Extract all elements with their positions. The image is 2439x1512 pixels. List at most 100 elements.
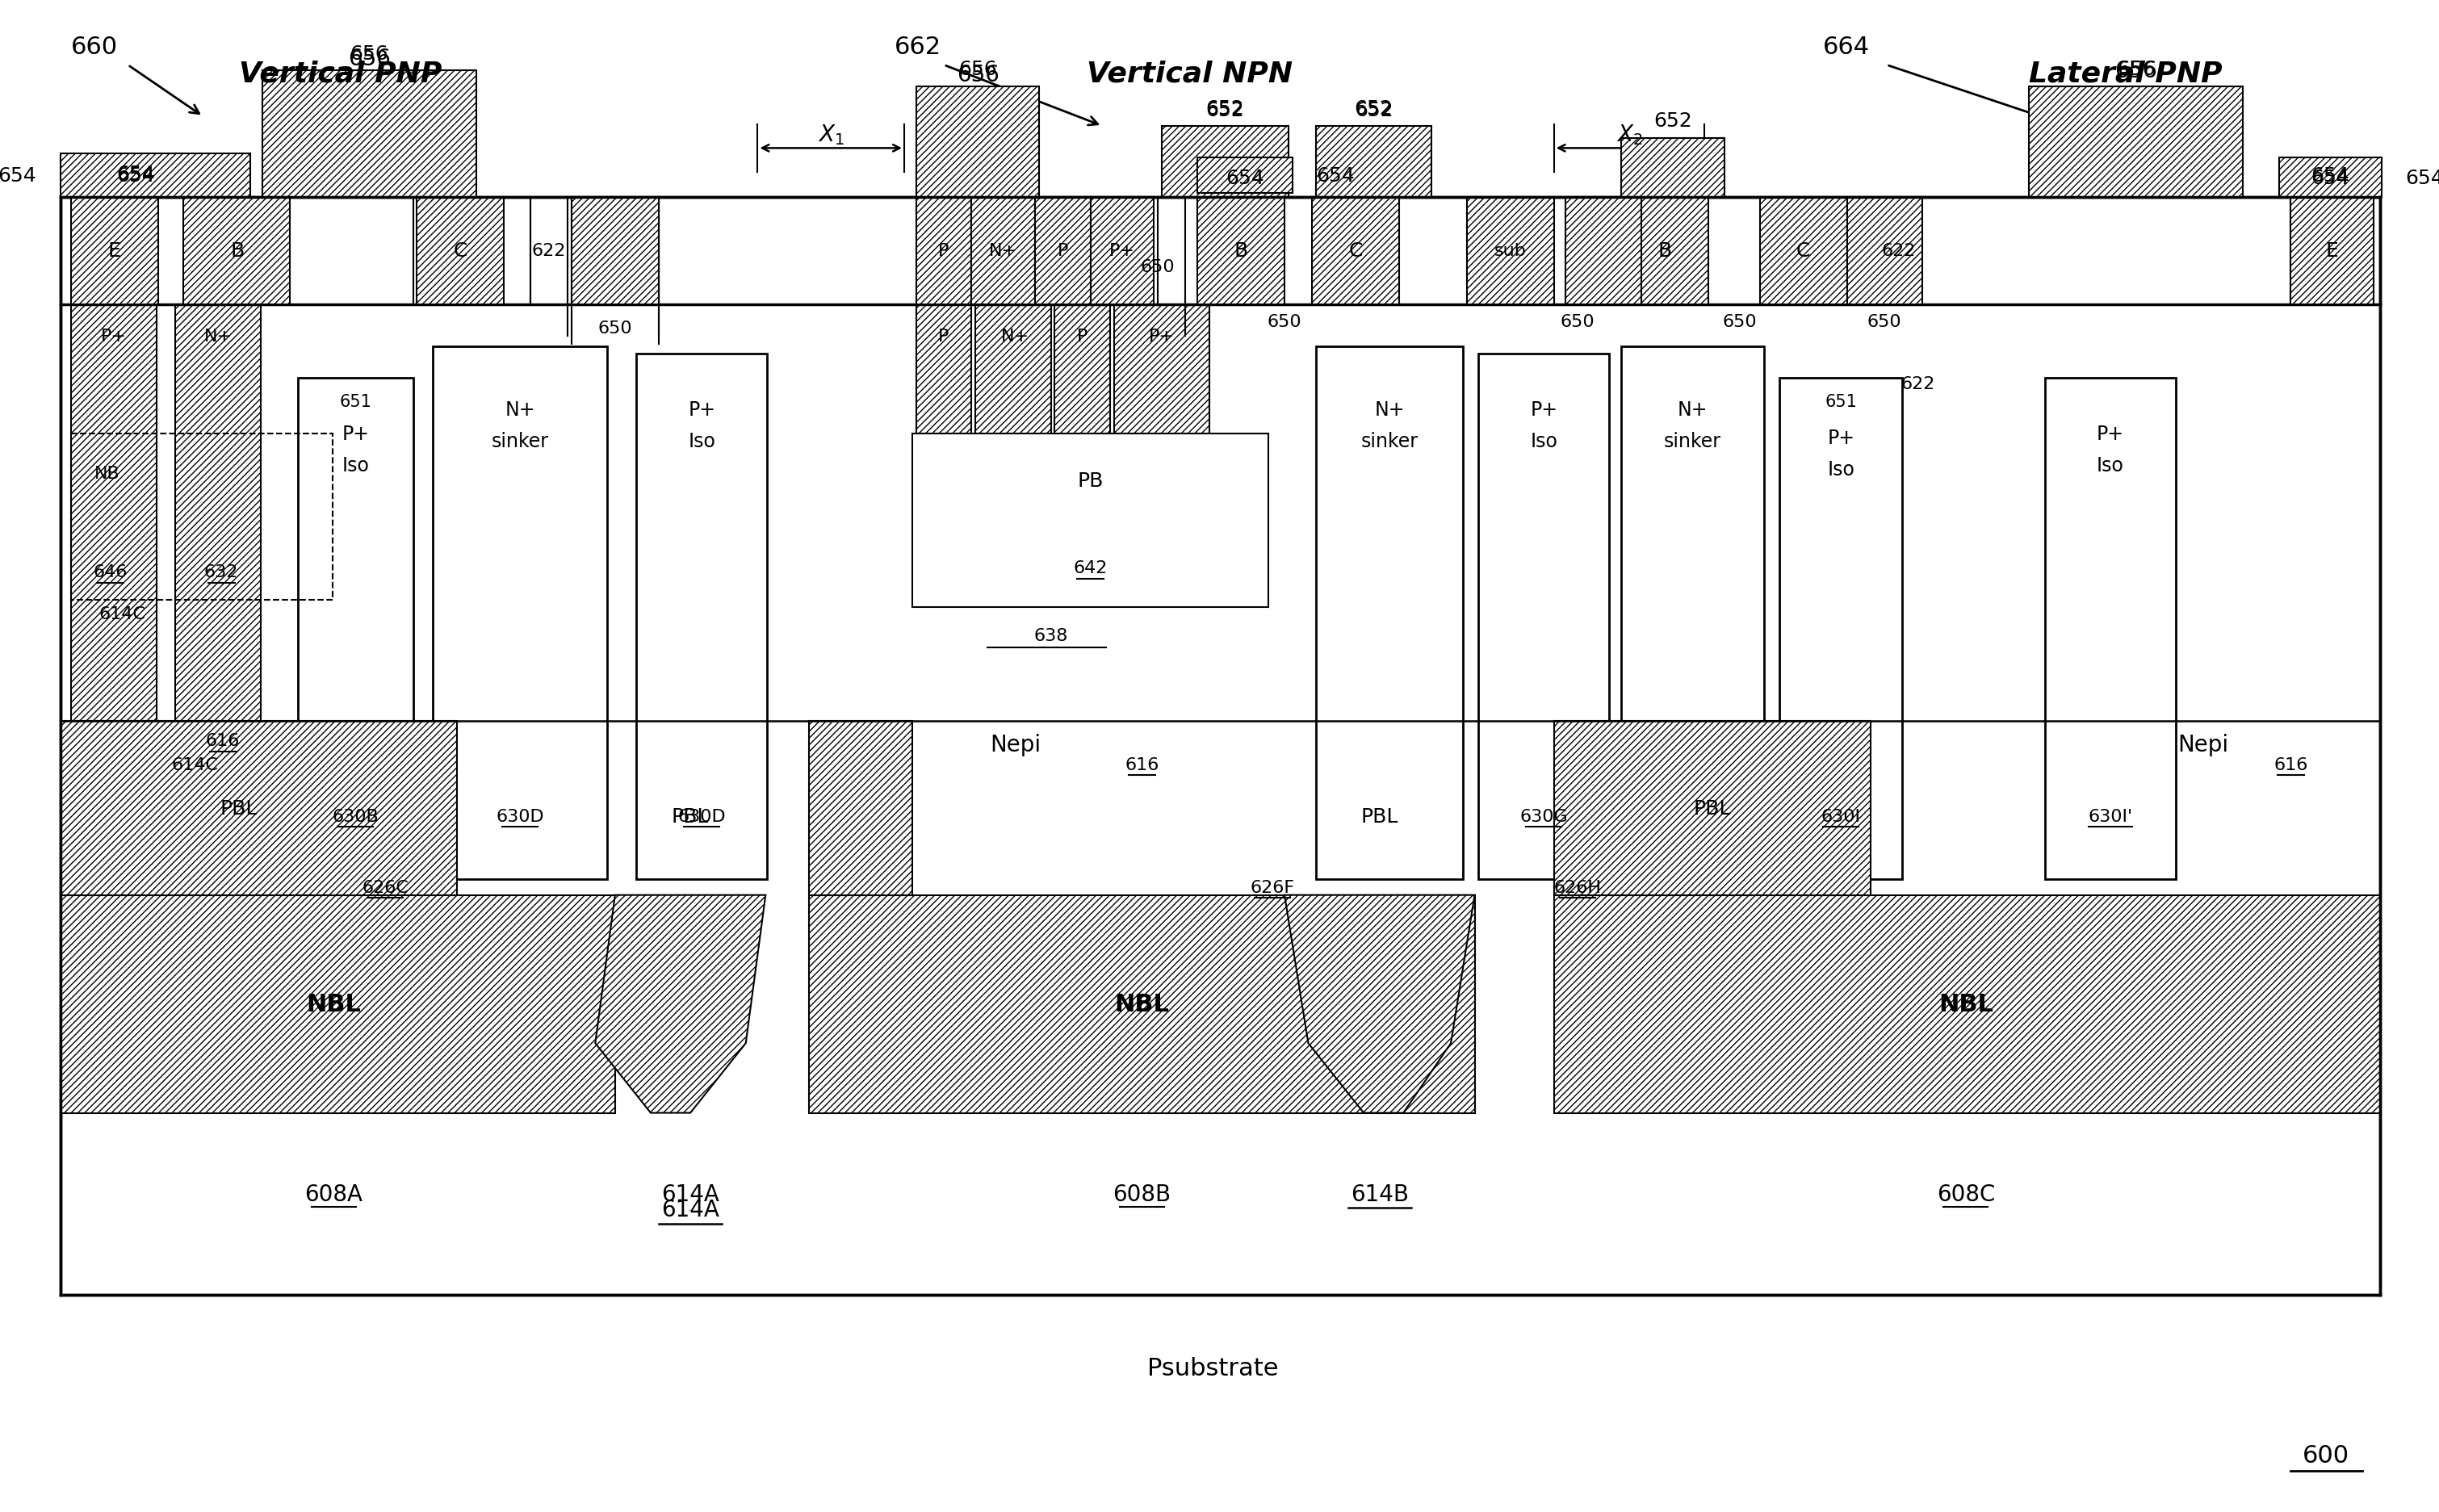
Bar [1317, 346, 1463, 880]
Bar [71, 305, 156, 721]
Text: C: C [1798, 242, 1810, 262]
Text: P+: P+ [1827, 428, 1854, 448]
Bar [1478, 355, 1610, 880]
Text: 616: 616 [2273, 756, 2307, 773]
Text: Iso: Iso [1827, 460, 1854, 479]
Text: 650: 650 [1722, 314, 1756, 330]
Text: P+: P+ [2098, 423, 2124, 443]
Bar [61, 895, 615, 1113]
Text: Iso: Iso [688, 432, 715, 452]
Text: 651: 651 [339, 395, 371, 410]
Text: Iso: Iso [1529, 432, 1559, 452]
Text: B: B [1659, 242, 1671, 262]
Text: 626C: 626C [361, 880, 410, 895]
Bar [1115, 305, 1210, 434]
Bar [1622, 139, 1724, 198]
Text: 650: 650 [598, 321, 632, 337]
Polygon shape [1285, 895, 1476, 1113]
Text: 656: 656 [956, 64, 1000, 86]
Text: 656: 656 [349, 48, 390, 71]
Text: 654: 654 [117, 166, 156, 186]
Text: N+: N+ [505, 401, 534, 420]
Text: $X_1$: $X_1$ [817, 122, 844, 147]
Text: 622: 622 [1880, 243, 1915, 260]
Text: P: P [1056, 243, 1068, 260]
Text: 656: 656 [2117, 60, 2156, 79]
Bar [637, 355, 768, 880]
Text: 614C: 614C [98, 606, 146, 623]
Bar [917, 88, 1039, 198]
Bar [1622, 346, 1763, 880]
Text: 654: 654 [0, 166, 37, 186]
Text: 656: 656 [2115, 60, 2159, 83]
Polygon shape [595, 895, 766, 1113]
Text: B: B [229, 242, 244, 262]
Bar [1846, 198, 1922, 305]
Bar [571, 198, 659, 305]
Text: PB: PB [1078, 472, 1102, 491]
Text: 662: 662 [895, 36, 941, 59]
Text: sinker: sinker [1663, 432, 1722, 452]
Text: 652: 652 [1205, 101, 1244, 121]
Text: P+: P+ [688, 401, 715, 420]
Text: 652: 652 [1205, 100, 1244, 119]
Text: sub: sub [1495, 243, 1527, 260]
Bar [61, 198, 2380, 1296]
Text: NBL: NBL [1115, 992, 1168, 1016]
Bar [417, 198, 505, 305]
Text: C: C [454, 242, 468, 262]
Text: 622: 622 [532, 243, 566, 260]
Text: 650: 650 [1141, 259, 1176, 275]
Text: PBL: PBL [220, 798, 259, 818]
Bar [2278, 159, 2383, 198]
Text: 614A: 614A [661, 1199, 720, 1222]
Bar [917, 305, 971, 434]
Text: 616: 616 [205, 733, 239, 748]
Bar [1466, 198, 1554, 305]
Text: C: C [1349, 242, 1363, 262]
Text: 664: 664 [1824, 36, 1871, 59]
Text: P: P [939, 243, 949, 260]
Text: Vertical PNP: Vertical PNP [239, 60, 441, 88]
Text: 656: 656 [351, 44, 388, 64]
Bar [810, 721, 912, 895]
Text: Iso: Iso [2098, 455, 2124, 475]
Text: 654: 654 [117, 165, 156, 184]
Text: 651: 651 [1824, 395, 1856, 410]
Text: E: E [107, 242, 122, 262]
Text: Nepi: Nepi [990, 733, 1041, 756]
Bar [2290, 198, 2373, 305]
Text: N+: N+ [1000, 328, 1029, 345]
Text: 630G: 630G [1519, 807, 1568, 824]
Bar [1198, 159, 1293, 194]
Text: Nepi: Nepi [2178, 733, 2229, 756]
Text: 626F: 626F [1251, 880, 1295, 895]
Text: P: P [939, 328, 949, 345]
Text: Lateral PNP: Lateral PNP [2029, 60, 2222, 88]
Text: 600: 600 [2302, 1444, 2349, 1467]
Text: 646: 646 [93, 564, 127, 581]
Text: 652: 652 [1654, 112, 1693, 130]
Text: Vertical NPN: Vertical NPN [1085, 60, 1293, 88]
Text: 638: 638 [1034, 627, 1068, 644]
Bar [1198, 198, 1285, 305]
Text: P: P [1078, 328, 1088, 345]
Bar [1554, 895, 2380, 1113]
Text: 652: 652 [1354, 100, 1393, 119]
Text: 660: 660 [71, 36, 117, 59]
Text: Iso: Iso [341, 455, 368, 475]
Bar [912, 434, 1268, 608]
Bar [1566, 198, 1641, 305]
Text: P+: P+ [1529, 401, 1559, 420]
Text: 626H: 626H [1554, 880, 1602, 895]
Text: NBL: NBL [307, 992, 361, 1016]
Text: sinker: sinker [490, 432, 549, 452]
Text: NB: NB [95, 466, 120, 481]
Bar [917, 198, 971, 305]
Bar [1034, 198, 1090, 305]
Text: 654: 654 [2312, 168, 2349, 187]
Text: B: B [1234, 242, 1249, 262]
Text: sinker: sinker [1361, 432, 1417, 452]
Text: 614B: 614B [1351, 1182, 1410, 1205]
Bar [976, 305, 1051, 434]
